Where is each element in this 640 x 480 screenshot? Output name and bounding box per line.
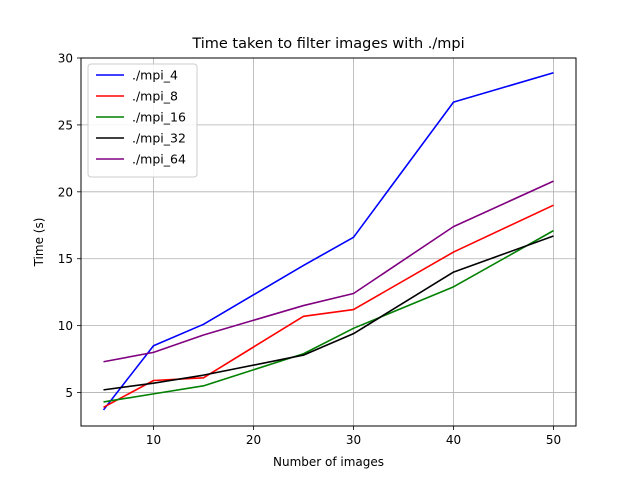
x-tick-label: 50	[546, 433, 561, 447]
x-axis-label: Number of images	[273, 455, 384, 469]
series-lines	[102, 71, 554, 411]
series-line-3	[103, 235, 554, 391]
series-line-2	[103, 229, 554, 403]
y-tick-label: 5	[65, 386, 73, 400]
y-tick-label: 10	[58, 319, 73, 333]
legend-label-4: ./mpi_64	[132, 152, 186, 167]
legend-box	[87, 63, 198, 178]
chart-title: Time taken to filter images with ./mpi	[191, 36, 464, 52]
legend: ./mpi_4 ./mpi_8 ./mpi_16 ./mpi_32 ./mpi_64	[87, 63, 198, 178]
y-tick-label: 30	[58, 52, 73, 66]
legend-label-0: ./mpi_4	[132, 68, 178, 83]
x-tick-label: 10	[146, 433, 161, 447]
series-line-0	[102, 71, 554, 411]
series-line-4	[103, 180, 554, 363]
series-line-1	[103, 204, 554, 408]
y-tick-label: 25	[58, 118, 73, 132]
y-axis-ticks: 5 10 15 20 25 30	[58, 52, 81, 400]
y-tick-label: 20	[58, 185, 73, 199]
legend-label-2: ./mpi_16	[132, 110, 186, 125]
x-tick-label: 20	[246, 433, 261, 447]
x-tick-label: 40	[446, 433, 461, 447]
y-tick-label: 15	[58, 252, 73, 266]
legend-label-1: ./mpi_8	[132, 89, 178, 104]
x-axis-ticks: 10 20 30 40 50	[146, 426, 561, 447]
legend-label-3: ./mpi_32	[132, 131, 186, 146]
x-tick-label: 30	[346, 433, 361, 447]
axes-frame	[80, 57, 577, 427]
y-axis-label: Time (s)	[32, 218, 46, 268]
